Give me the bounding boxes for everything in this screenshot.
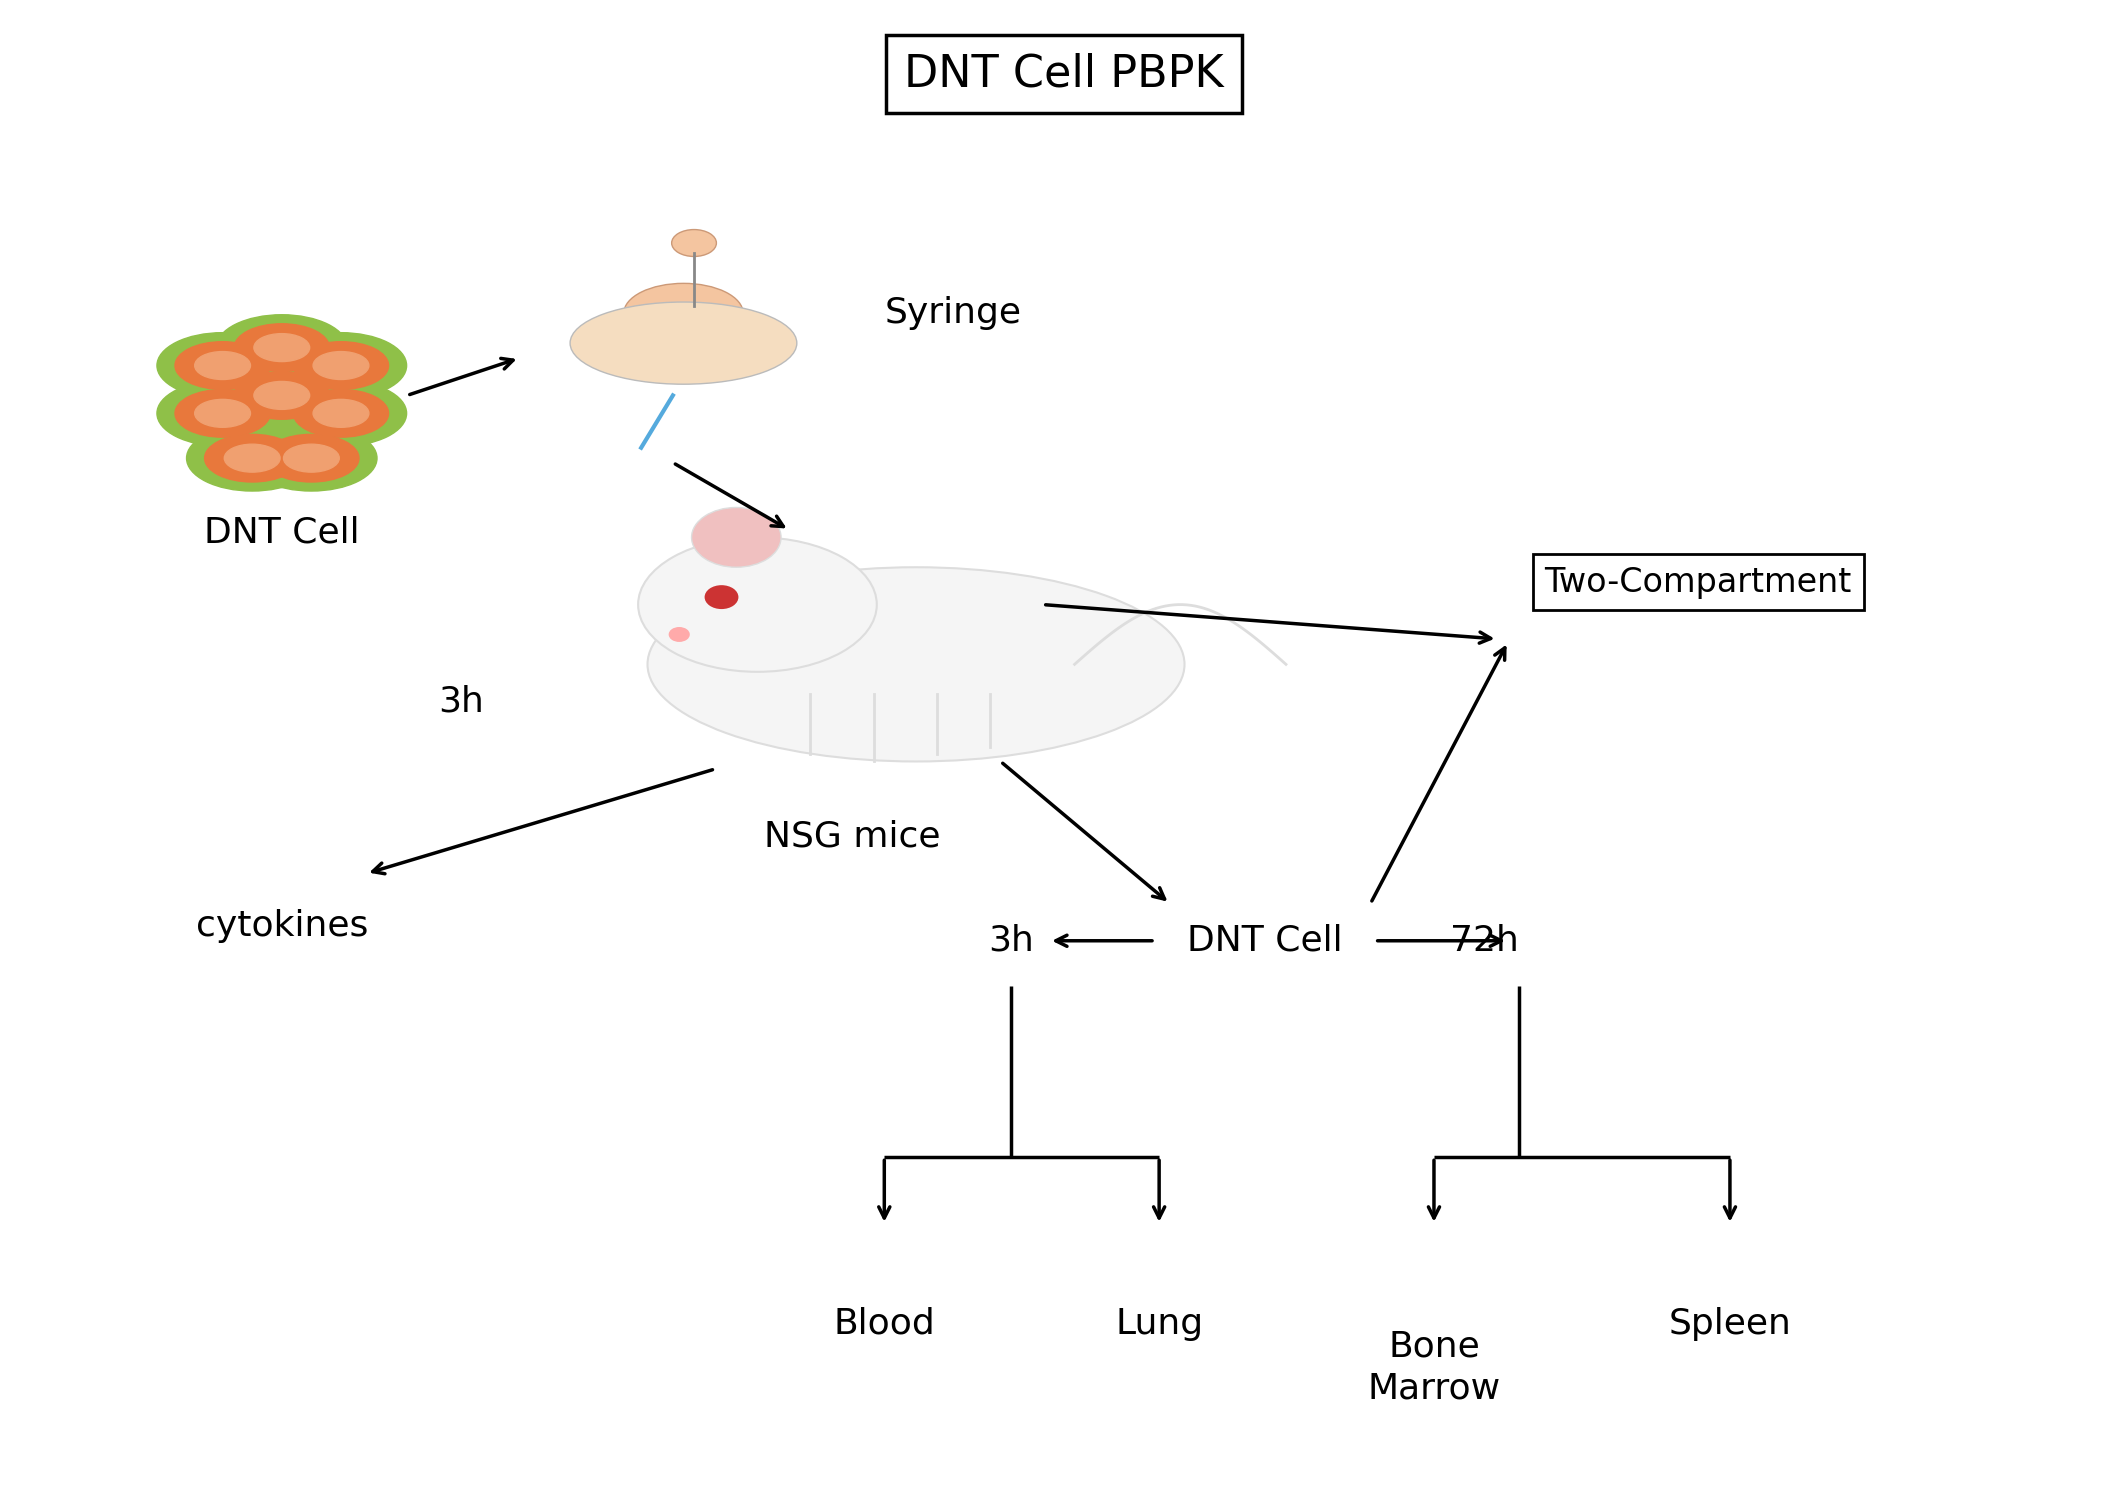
Ellipse shape xyxy=(264,434,360,483)
Ellipse shape xyxy=(283,445,338,472)
Ellipse shape xyxy=(570,302,796,385)
Ellipse shape xyxy=(624,284,743,344)
Ellipse shape xyxy=(253,333,311,362)
Ellipse shape xyxy=(223,445,281,472)
Ellipse shape xyxy=(294,389,389,437)
Text: NSG mice: NSG mice xyxy=(764,819,941,854)
Text: 3h: 3h xyxy=(987,924,1034,958)
Ellipse shape xyxy=(174,389,270,437)
Text: Two-Compartment: Two-Compartment xyxy=(1545,566,1851,599)
Text: DNT Cell: DNT Cell xyxy=(1187,924,1343,958)
Text: Spleen: Spleen xyxy=(1668,1307,1792,1341)
Text: Blood: Blood xyxy=(834,1307,934,1341)
Ellipse shape xyxy=(204,434,300,483)
Ellipse shape xyxy=(217,315,347,380)
Ellipse shape xyxy=(234,324,330,371)
Ellipse shape xyxy=(194,400,251,427)
Ellipse shape xyxy=(245,425,377,492)
Ellipse shape xyxy=(234,371,330,419)
Ellipse shape xyxy=(313,400,368,427)
Ellipse shape xyxy=(217,362,347,428)
Ellipse shape xyxy=(174,342,270,389)
Ellipse shape xyxy=(638,537,877,673)
Text: Lung: Lung xyxy=(1115,1307,1202,1341)
Circle shape xyxy=(668,627,689,642)
Text: DNT Cell: DNT Cell xyxy=(204,516,360,550)
Ellipse shape xyxy=(275,380,406,446)
Text: 72h: 72h xyxy=(1449,924,1519,958)
Ellipse shape xyxy=(194,351,251,380)
Ellipse shape xyxy=(294,342,389,389)
Ellipse shape xyxy=(313,351,368,380)
Ellipse shape xyxy=(692,508,781,567)
Ellipse shape xyxy=(187,425,317,492)
Circle shape xyxy=(704,585,738,609)
Text: Syringe: Syringe xyxy=(885,296,1021,330)
Ellipse shape xyxy=(647,567,1185,762)
Text: DNT Cell PBPK: DNT Cell PBPK xyxy=(904,53,1224,95)
Ellipse shape xyxy=(275,333,406,398)
Ellipse shape xyxy=(253,382,311,409)
Ellipse shape xyxy=(672,229,717,256)
Ellipse shape xyxy=(157,333,287,398)
Text: Bone
Marrow: Bone Marrow xyxy=(1368,1329,1500,1405)
Ellipse shape xyxy=(157,380,287,446)
Text: cytokines: cytokines xyxy=(196,909,368,942)
Text: 3h: 3h xyxy=(438,685,485,719)
